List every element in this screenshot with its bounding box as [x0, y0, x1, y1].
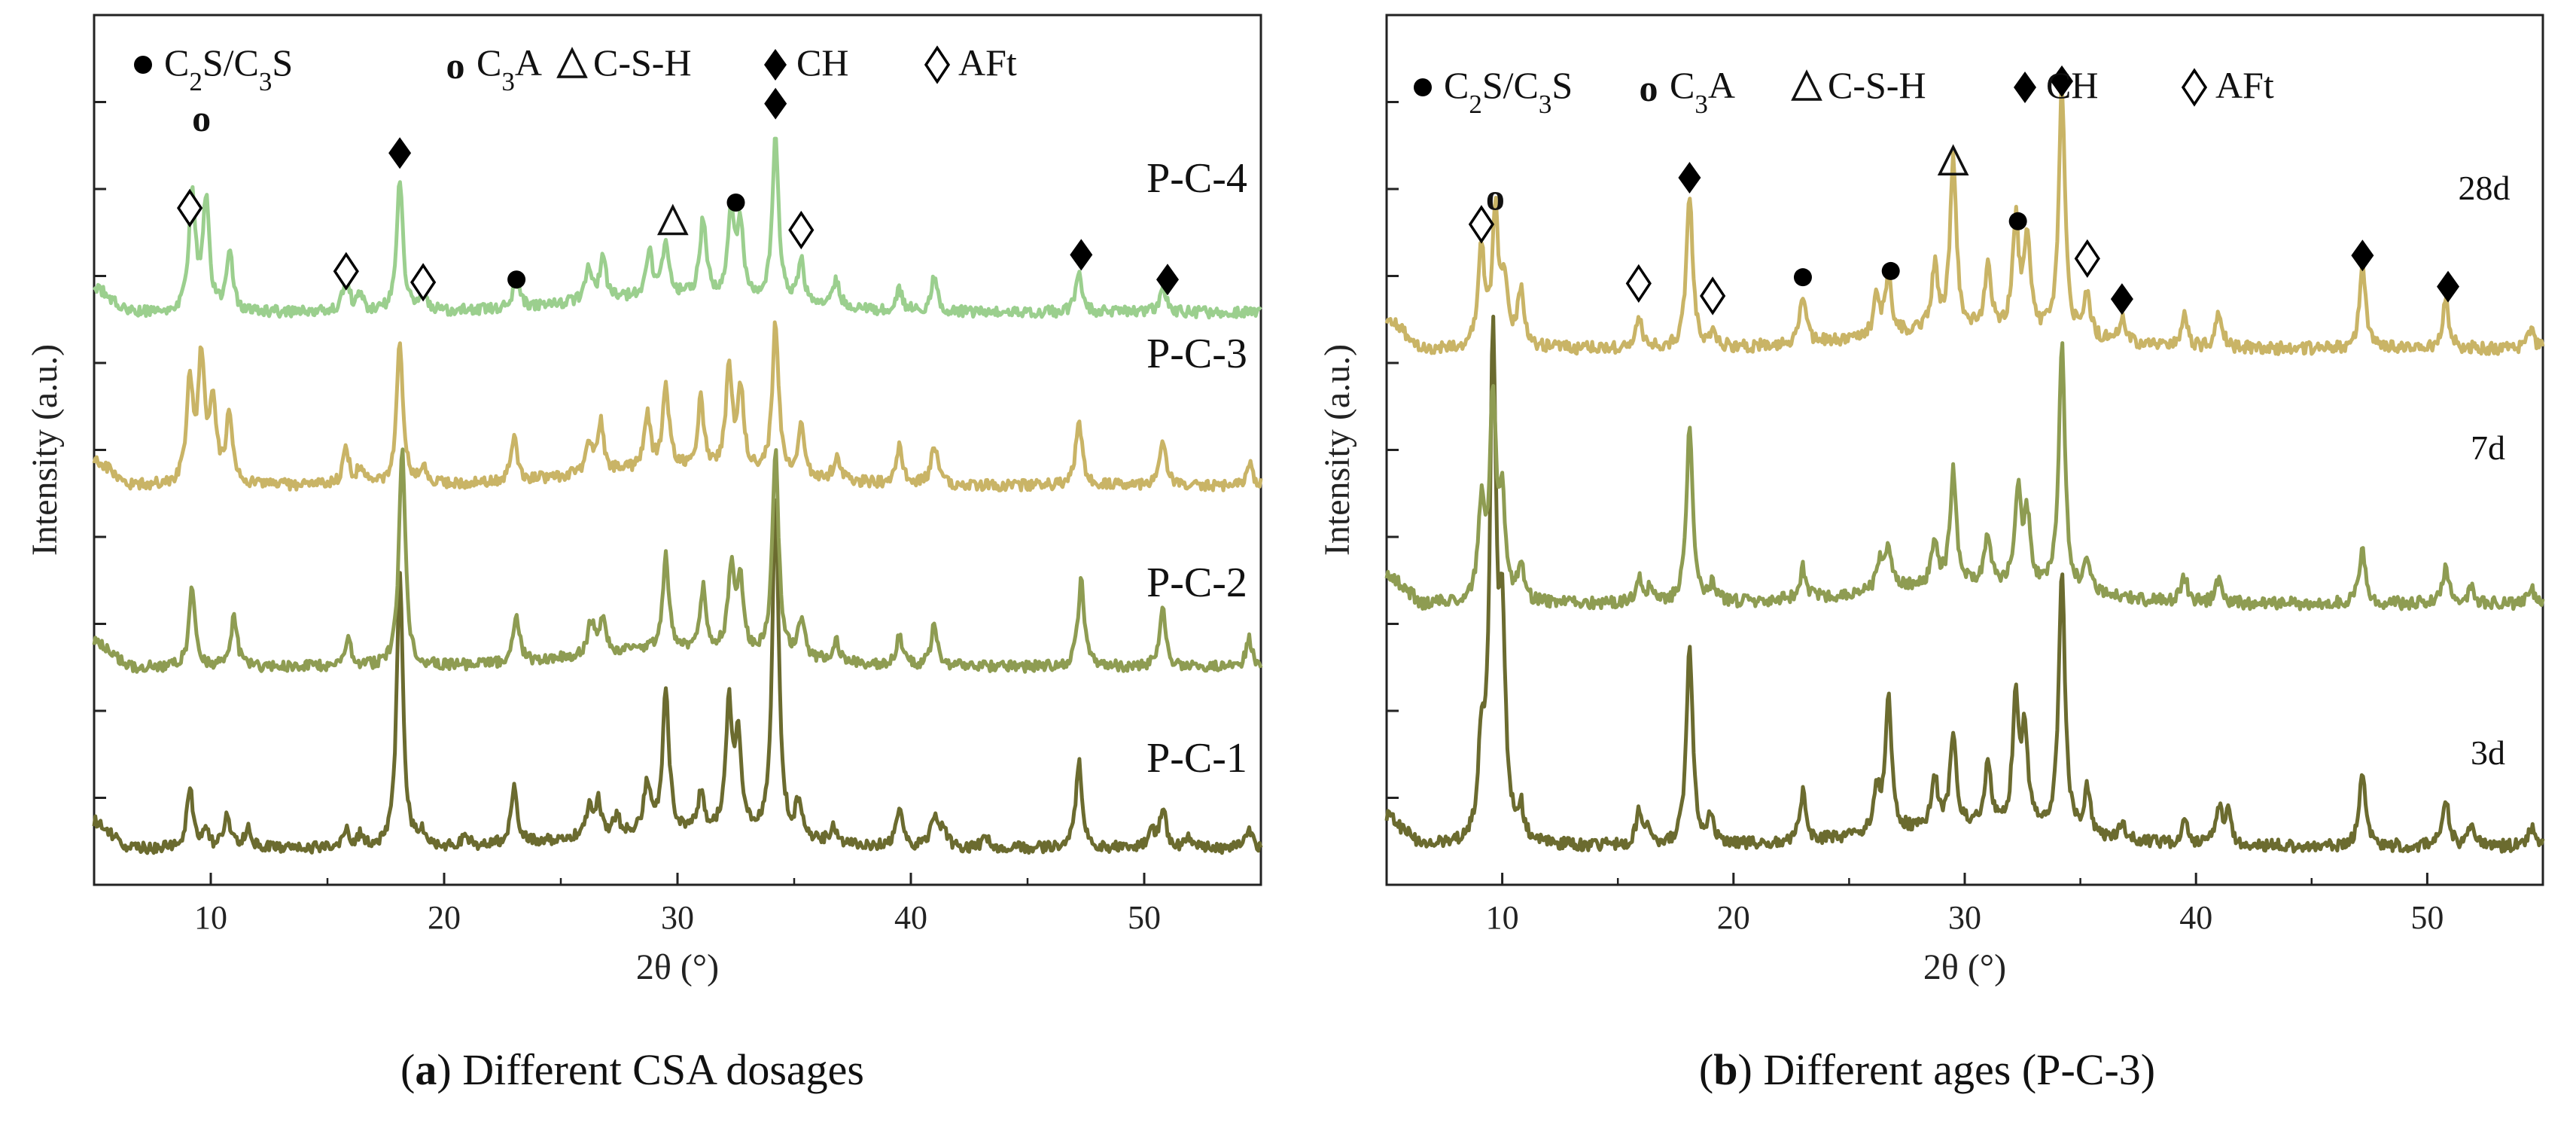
legend-entry: AFt — [958, 41, 1017, 84]
peak-marker — [1678, 161, 1701, 194]
legend-entry: AFt — [2215, 64, 2274, 106]
series-label-7d: 7d — [2471, 428, 2505, 467]
x-tick-label: 40 — [2179, 899, 2212, 936]
peak-marker — [2437, 270, 2460, 303]
peak-marker — [726, 194, 745, 212]
x-axis-title: 2θ (°) — [1923, 947, 2006, 987]
peak-marker — [333, 252, 359, 291]
series-label-28d: 28d — [2459, 169, 2511, 207]
series-line-28d — [1384, 90, 2545, 356]
legend-marker — [556, 47, 588, 78]
legend-marker — [1791, 69, 1822, 101]
series-line-p-c-3 — [92, 320, 1263, 492]
legend-entry: CH — [2046, 64, 2098, 106]
x-tick-label: 50 — [2410, 899, 2444, 936]
legend-entry: C3A — [477, 41, 542, 96]
series-line-p-c-2 — [92, 447, 1263, 674]
legend-marker — [2014, 72, 2036, 103]
peak-marker — [507, 270, 526, 289]
series-line-p-c-1 — [92, 498, 1263, 855]
series-label-p-c-1: P-C-1 — [1146, 735, 1247, 782]
peak-marker — [388, 137, 412, 169]
x-tick-label: 10 — [194, 899, 227, 936]
peak-marker: o — [1486, 176, 1505, 218]
legend-marker — [2181, 68, 2208, 107]
x-tick-label: 20 — [1717, 899, 1750, 936]
plot-frame — [93, 14, 1262, 886]
caption-a: (a) Different CSA dosages — [400, 1045, 864, 1094]
legend-marker — [134, 56, 152, 74]
peak-marker — [410, 263, 437, 302]
peak-marker — [1881, 261, 1900, 280]
panel-b: 10 20 30 40 50 2θ (°) Intensity (a.u.) 28d 7d 3d o… — [1317, 14, 2545, 987]
peak-marker — [2051, 65, 2074, 97]
panel-a: 10 20 30 40 50 2θ (°) Intensity (a.u.) P-C-4 P-C… — [25, 14, 1263, 987]
series-line-7d — [1384, 341, 2545, 611]
x-tick-label: 50 — [1128, 899, 1161, 936]
peak-marker — [1625, 264, 1652, 303]
peak-marker — [656, 203, 689, 236]
legend-marker: o — [446, 44, 465, 87]
peak-marker — [2110, 283, 2133, 316]
legend-marker: o — [1640, 67, 1658, 109]
peak-marker — [1700, 276, 1726, 316]
x-axis-title: 2θ (°) — [636, 947, 719, 987]
legend-entry: C2S/C3S — [164, 41, 293, 96]
peak-marker — [1468, 205, 1495, 244]
caption-b: (b) Different ages (P-C-3) — [1699, 1045, 2155, 1094]
series-label-3d: 3d — [2471, 733, 2505, 772]
peak-marker — [1070, 239, 1093, 271]
legend-entry: C3A — [1670, 64, 1735, 119]
x-tick-label: 20 — [428, 899, 461, 936]
peak-marker: o — [192, 97, 211, 139]
peak-marker — [788, 210, 815, 250]
x-tick-label: 30 — [661, 899, 694, 936]
x-tick-label: 10 — [1486, 899, 1519, 936]
legend-entry: CH — [796, 41, 848, 84]
plot-frame — [1385, 14, 2544, 886]
peak-marker — [1793, 268, 1812, 287]
y-axis-title: Intensity (a.u.) — [25, 344, 65, 556]
legend-entry: C-S-H — [593, 41, 692, 84]
peak-marker — [1156, 264, 1179, 296]
peak-marker — [176, 188, 203, 227]
peak-marker — [2008, 212, 2027, 230]
peak-marker — [764, 87, 787, 120]
peak-marker — [2351, 239, 2374, 272]
series-label-p-c-4: P-C-4 — [1146, 155, 1247, 202]
legend-marker — [924, 45, 951, 84]
peak-marker — [2074, 239, 2100, 279]
x-tick-label: 30 — [1948, 899, 1981, 936]
legend-entry: C-S-H — [1828, 64, 1926, 106]
legend-marker — [1414, 78, 1432, 96]
series-line-p-c-4 — [92, 136, 1262, 320]
x-tick-label: 40 — [894, 899, 927, 936]
legend-marker — [764, 49, 787, 81]
y-axis-title: Intensity (a.u.) — [1317, 344, 1357, 556]
series-line-3d — [1384, 314, 2545, 854]
peak-marker — [1937, 144, 1969, 176]
legend-entry: C2S/C3S — [1444, 64, 1573, 119]
series-label-p-c-3: P-C-3 — [1146, 331, 1247, 377]
series-label-p-c-2: P-C-2 — [1146, 559, 1247, 606]
